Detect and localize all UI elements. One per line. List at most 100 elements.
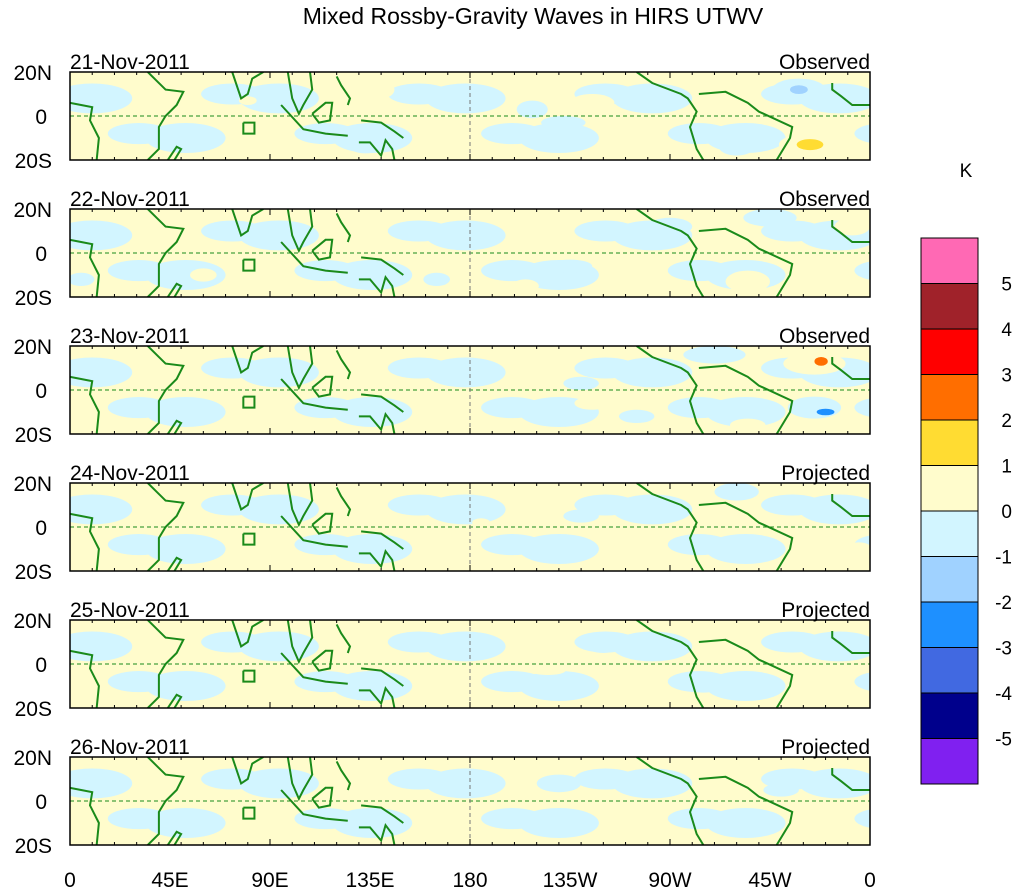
colorbar-label: -5 [995, 730, 1012, 751]
anomaly-contour [714, 483, 759, 501]
coastline [698, 90, 794, 160]
coastline [831, 357, 870, 380]
colorbar-swatch [920, 419, 979, 466]
coastline [147, 620, 185, 708]
map-panel: 23-Nov-2011 Observed 20N 0 20S [13, 325, 871, 447]
anomaly-band [854, 398, 870, 417]
anomaly-band [145, 260, 226, 290]
anomaly-band [332, 260, 413, 290]
coastline [166, 556, 183, 571]
coastline [361, 804, 404, 824]
anomaly-contour [590, 644, 617, 653]
anomaly-band [705, 808, 786, 838]
anomaly-contour [783, 352, 846, 375]
coastline [166, 693, 183, 708]
anomaly-band [238, 220, 319, 251]
coastline [242, 121, 256, 135]
coastline [831, 494, 870, 517]
coastline [70, 238, 100, 297]
anomaly-band [854, 809, 870, 828]
coastline [335, 486, 352, 517]
coastline [166, 145, 183, 160]
panel-label: Observed [779, 188, 870, 211]
anomaly-band [612, 631, 693, 662]
colorbar-label: 3 [1001, 366, 1012, 387]
y-tick-label: 20S [15, 698, 52, 721]
x-tick-label: 45E [151, 869, 188, 890]
coastline [286, 620, 314, 665]
panel-date: 24-Nov-2011 [70, 462, 190, 485]
anomaly-contour [787, 396, 842, 419]
anomaly-contour [238, 96, 257, 105]
anomaly-contour [570, 94, 615, 112]
coastline [231, 620, 264, 648]
colorbar-swatch [920, 601, 979, 648]
anomaly-band [332, 671, 413, 701]
coastline [147, 72, 185, 160]
coastline [231, 483, 264, 511]
y-tick-label: 20S [15, 150, 52, 173]
y-tick-label: 0 [35, 517, 47, 540]
map-panel: 21-Nov-2011 Observed 20N 0 20S [13, 51, 871, 173]
anomaly-contour [796, 139, 824, 151]
map-panel: 26-Nov-2011 Projected 20N 0 20S [13, 736, 871, 858]
anomaly-contour [743, 209, 797, 227]
coastline [358, 823, 396, 845]
anomaly-band [798, 631, 870, 662]
coastline [147, 757, 185, 845]
coastline [231, 72, 264, 100]
coastline [242, 806, 256, 820]
anomaly-band [145, 808, 226, 838]
anomaly-band [425, 83, 506, 114]
anomaly-contour [845, 542, 870, 556]
coastline [280, 515, 348, 548]
anomaly-contour [607, 542, 644, 556]
colorbar-swatch [920, 237, 979, 284]
coastline [286, 209, 314, 254]
coastline [166, 282, 183, 297]
anomaly-contour [683, 346, 746, 364]
anomaly-contour [70, 272, 95, 286]
anomaly-contour [816, 408, 835, 416]
coastline [698, 775, 794, 845]
coastline [70, 512, 100, 571]
y-tick-label: 20N [13, 199, 52, 222]
colorbar-swatch [920, 328, 979, 375]
coastline [335, 349, 352, 380]
coastline [358, 549, 396, 571]
coastline [361, 530, 404, 550]
anomaly-contour [472, 518, 490, 527]
coastline [280, 104, 348, 137]
panel-label: Projected [781, 736, 870, 759]
y-tick-label: 20N [13, 610, 52, 633]
coastline [698, 364, 794, 434]
coastline [311, 786, 334, 809]
coastline [358, 275, 396, 297]
map-panel: 24-Nov-2011 Projected 20N 0 20S [13, 462, 871, 584]
anomaly-band [145, 671, 226, 701]
colorbar-label: -2 [995, 593, 1012, 614]
anomaly-band [854, 124, 870, 143]
x-tick-label: 90E [251, 869, 288, 890]
panel-date: 21-Nov-2011 [70, 51, 190, 74]
colorbar-label: 0 [1001, 502, 1012, 523]
coastline [70, 786, 100, 845]
coastline [242, 395, 256, 409]
coastline [70, 375, 100, 434]
anomaly-contour [536, 774, 582, 793]
anomaly-contour [603, 144, 648, 158]
y-tick-label: 20S [15, 424, 52, 447]
coastline [280, 652, 348, 685]
coastline [358, 412, 396, 434]
coastline [698, 227, 794, 297]
anomaly-band [612, 768, 693, 799]
anomaly-band [705, 397, 786, 427]
anomaly-contour [618, 409, 655, 423]
anomaly-band [612, 494, 693, 525]
anomaly-band [145, 123, 226, 153]
coastline [636, 72, 705, 160]
coastline [831, 83, 870, 106]
panel-date: 22-Nov-2011 [70, 188, 190, 211]
coastline [636, 620, 705, 708]
coastline [335, 760, 352, 791]
